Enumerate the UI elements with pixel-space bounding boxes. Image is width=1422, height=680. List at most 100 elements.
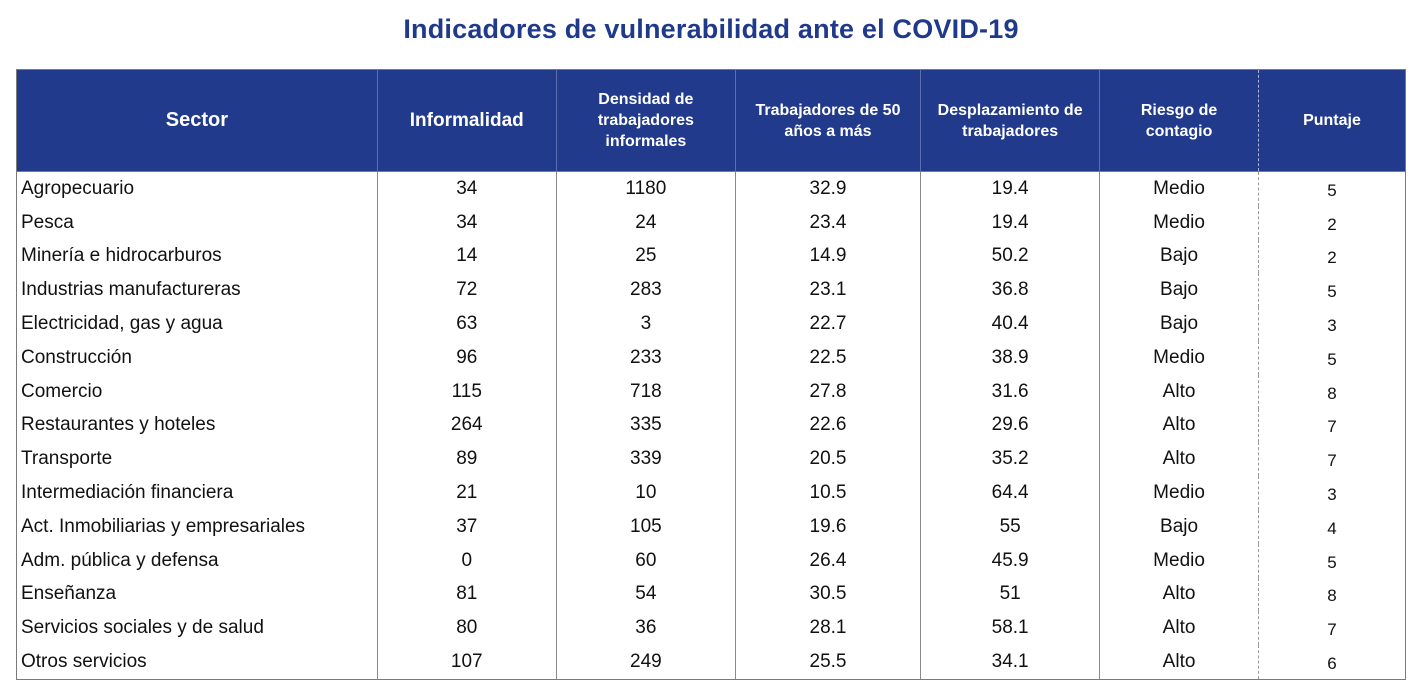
header-riesgo-line: contagio <box>1145 122 1213 140</box>
header-densidad-line: trabajadores <box>597 112 694 129</box>
cell-puntaje: 6 <box>1327 654 1337 674</box>
cell-sector: Servicios sociales y de salud <box>17 611 378 646</box>
cell-informalidad: 80 <box>377 611 557 646</box>
cell-densidad: 54 <box>556 577 736 612</box>
cell-informalidad: 107 <box>377 645 557 679</box>
cell-desplazamiento: 40.4 <box>920 307 1101 341</box>
cell-riesgo: Bajo <box>1099 307 1259 341</box>
cell-puntaje: 4 <box>1327 518 1337 538</box>
table-row: Minería e hidrocarburos 14 25 14.9 50.2 Bajo 2 <box>17 239 1405 274</box>
header-sector: Sector <box>17 70 378 172</box>
cell-densidad: 233 <box>556 340 736 375</box>
header-densidad-line: informales <box>605 133 687 150</box>
cell-trabajadores-50: 28.1 <box>735 611 922 646</box>
cell-sector: Minería e hidrocarburos <box>17 239 378 274</box>
header-trabajadores-50-line: años a más <box>784 122 872 140</box>
header-desplazamiento-line: Desplazamiento de <box>937 101 1083 119</box>
header-puntaje: Puntaje <box>1258 70 1405 172</box>
cell-densidad: 1180 <box>556 170 736 206</box>
cell-densidad: 36 <box>556 611 736 646</box>
cell-sector: Act. Inmobiliarias y empresariales <box>17 509 378 544</box>
cell-riesgo: Medio <box>1099 476 1259 510</box>
cell-trabajadores-50: 23.1 <box>735 273 922 308</box>
header-informalidad: Informalidad <box>377 70 557 172</box>
cell-densidad: 105 <box>556 509 736 544</box>
page-title: Indicadores de vulnerabilidad ante el CO… <box>403 14 1019 44</box>
table-row: Pesca 34 24 23.4 19.4 Medio 2 <box>17 205 1405 240</box>
cell-sector: Transporte <box>17 442 378 477</box>
table-row: Construcción 96 233 22.5 38.9 Medio 5 <box>17 340 1405 375</box>
cell-sector: Agropecuario <box>17 170 378 206</box>
cell-trabajadores-50: 32.9 <box>735 170 922 206</box>
cell-desplazamiento: 19.4 <box>920 170 1101 206</box>
cell-puntaje: 5 <box>1327 349 1337 369</box>
cell-trabajadores-50: 22.5 <box>735 340 922 375</box>
cell-sector: Enseñanza <box>17 577 378 612</box>
cell-desplazamiento: 29.6 <box>920 408 1101 443</box>
table-row: Restaurantes y hoteles 264 335 22.6 29.6 Alto… <box>17 408 1405 443</box>
cell-trabajadores-50: 27.8 <box>735 374 922 409</box>
cell-puntaje: 8 <box>1327 383 1337 403</box>
cell-desplazamiento: 45.9 <box>920 543 1101 578</box>
table-row: Servicios sociales y de salud 80 36 28.1 58.… <box>17 611 1405 646</box>
cell-densidad: 24 <box>556 205 736 240</box>
cell-informalidad: 115 <box>377 374 557 409</box>
cell-desplazamiento: 50.2 <box>920 239 1101 274</box>
cell-informalidad: 21 <box>377 476 557 510</box>
cell-trabajadores-50: 25.5 <box>735 645 922 679</box>
cell-informalidad: 14 <box>377 239 557 274</box>
cell-trabajadores-50: 10.5 <box>735 476 922 510</box>
cell-riesgo: Medio <box>1099 170 1259 206</box>
cell-informalidad: 72 <box>377 273 557 308</box>
cell-trabajadores-50: 20.5 <box>735 442 922 477</box>
cell-trabajadores-50: 30.5 <box>735 577 922 612</box>
cell-trabajadores-50: 22.6 <box>735 408 922 443</box>
cell-desplazamiento: 35.2 <box>920 442 1101 477</box>
cell-puntaje: 7 <box>1327 620 1337 640</box>
cell-desplazamiento: 31.6 <box>920 374 1101 409</box>
cell-sector: Pesca <box>17 205 378 240</box>
cell-informalidad: 37 <box>377 509 557 544</box>
cell-desplazamiento: 51 <box>920 577 1101 612</box>
cell-informalidad: 34 <box>377 205 557 240</box>
cell-sector: Otros servicios <box>17 645 378 679</box>
cell-densidad: 718 <box>556 374 736 409</box>
cell-sector: Adm. pública y defensa <box>17 543 378 578</box>
cell-riesgo: Medio <box>1099 340 1259 375</box>
cell-desplazamiento: 36.8 <box>920 273 1101 308</box>
cell-sector: Intermediación financiera <box>17 476 378 510</box>
header-riesgo-line: Riesgo de <box>1140 101 1218 119</box>
table-row: Otros servicios 107 249 25.5 34.1 Alto 6 <box>17 645 1405 679</box>
cell-sector: Industrias manufactureras <box>17 273 378 308</box>
cell-informalidad: 96 <box>377 340 557 375</box>
cell-trabajadores-50: 19.6 <box>735 509 922 544</box>
cell-sector: Comercio <box>17 374 378 409</box>
cell-densidad: 249 <box>556 645 736 679</box>
cell-informalidad: 34 <box>377 170 557 206</box>
cell-desplazamiento: 38.9 <box>920 340 1101 375</box>
table-row: Transporte 89 339 20.5 35.2 Alto 7 <box>17 442 1405 477</box>
vulnerability-table: Sector Informalidad Densidad de trabajad… <box>16 69 1406 680</box>
cell-sector: Construcción <box>17 340 378 375</box>
cell-riesgo: Alto <box>1099 442 1259 477</box>
cell-desplazamiento: 55 <box>920 509 1101 544</box>
cell-desplazamiento: 58.1 <box>920 611 1101 646</box>
cell-trabajadores-50: 23.4 <box>735 205 922 240</box>
header-trabajadores-50: Trabajadores de 50 años a más <box>735 70 922 172</box>
cell-desplazamiento: 64.4 <box>920 476 1101 510</box>
cell-riesgo: Alto <box>1099 374 1259 409</box>
cell-densidad: 3 <box>556 307 736 341</box>
header-densidad: Densidad de trabajadores informales <box>556 70 736 172</box>
cell-puntaje: 5 <box>1327 282 1337 302</box>
header-desplazamiento: Desplazamiento de trabajadores <box>920 70 1101 172</box>
cell-informalidad: 89 <box>377 442 557 477</box>
cell-riesgo: Alto <box>1099 611 1259 646</box>
cell-riesgo: Alto <box>1099 577 1259 612</box>
cell-puntaje: 2 <box>1327 214 1337 234</box>
cell-densidad: 283 <box>556 273 736 308</box>
cell-sector: Electricidad, gas y agua <box>17 307 378 341</box>
cell-informalidad: 0 <box>377 543 557 578</box>
table-body: Agropecuario 34 1180 32.9 19.4 Medio 5 Pesca 34 2… <box>17 170 1405 679</box>
cell-puntaje: 3 <box>1327 316 1337 336</box>
cell-informalidad: 63 <box>377 307 557 341</box>
